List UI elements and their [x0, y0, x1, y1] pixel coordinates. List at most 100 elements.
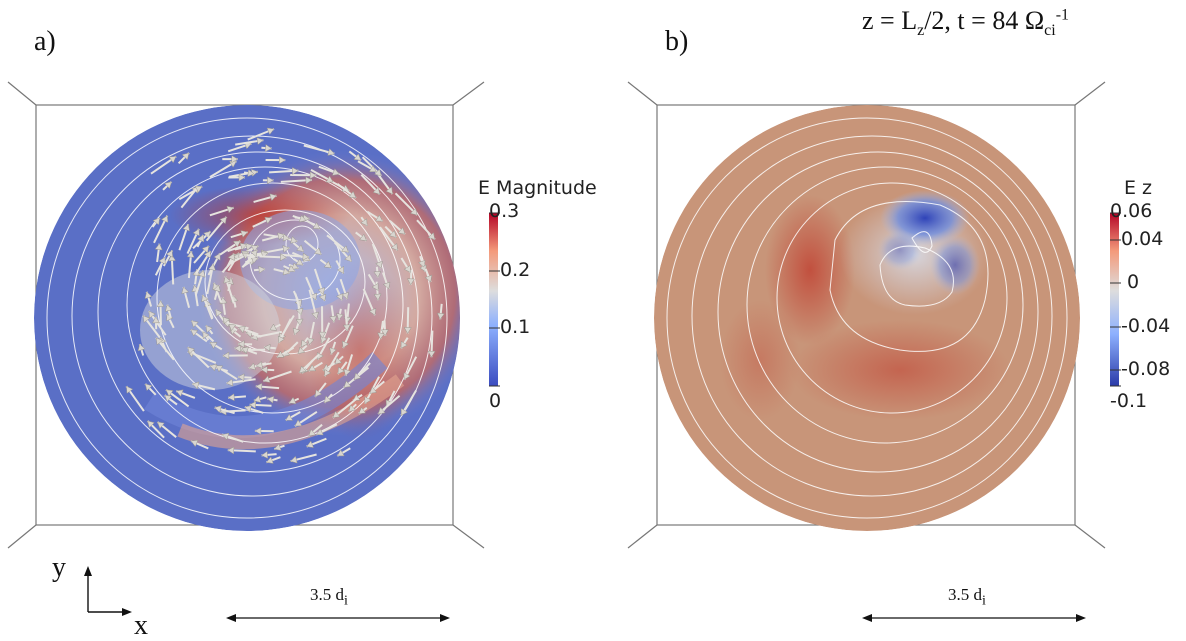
- colorbar-a-tick: 0.2: [500, 259, 531, 281]
- field-arrow-head: [144, 291, 153, 299]
- field-arrow-head: [343, 368, 352, 377]
- field-arrow-head: [342, 324, 351, 332]
- field-arrow-head: [215, 309, 223, 317]
- field-arrow-head: [318, 331, 327, 339]
- field-arrow-head: [269, 323, 278, 331]
- field-arrow-head: [334, 357, 343, 365]
- field-arrow-head: [191, 320, 199, 328]
- colorbar-b-tick: 0.04: [1121, 228, 1164, 250]
- field-arrow-head: [241, 346, 249, 354]
- field-arrow-head: [267, 176, 274, 185]
- field-arrow-head: [314, 247, 322, 255]
- field-arrow-head: [202, 331, 210, 340]
- field-arrow-head: [227, 393, 235, 402]
- field-arrow-head: [343, 380, 352, 388]
- field-arrow-head: [147, 420, 155, 429]
- field-arrow-head: [358, 406, 367, 414]
- field-arrow-head: [314, 389, 323, 398]
- field-arrow-head: [186, 250, 195, 258]
- field-arrow-head: [285, 413, 294, 421]
- field-arrow-head: [375, 260, 383, 269]
- field-arrow-head: [324, 368, 332, 377]
- panel-b-contours: [666, 117, 1068, 519]
- field-arrow-head: [205, 325, 213, 333]
- field-arrow-head: [142, 315, 151, 323]
- panel-b-field-disk: [654, 105, 1080, 531]
- field-arrow-head: [403, 265, 411, 273]
- field-arrow-head: [301, 339, 309, 348]
- colorbar-b-tick: -0.04: [1121, 315, 1171, 337]
- field-arrow-head: [348, 190, 357, 199]
- field-arrow-head: [244, 405, 252, 413]
- field-arrow-head: [312, 222, 321, 229]
- colorbar-b-tick: -0.08: [1121, 358, 1171, 380]
- axis-y-label: y: [52, 552, 66, 583]
- field-arrow-head: [240, 230, 249, 238]
- field-arrow-head: [196, 234, 205, 243]
- field-arrow-head: [360, 218, 368, 227]
- field-arrow-head: [237, 373, 245, 382]
- field-arrow-head: [282, 233, 290, 242]
- field-arrow-head: [282, 245, 290, 253]
- field-arrow-head: [403, 372, 411, 381]
- panel-a-field-arrows: [125, 127, 445, 464]
- field-arrow-head: [309, 292, 318, 301]
- field-arrow-head: [237, 340, 245, 349]
- field-arrow-head: [157, 421, 165, 429]
- field-arrow-head: [165, 304, 173, 312]
- field-arrow-head: [175, 389, 184, 397]
- field-arrow-head: [308, 364, 317, 372]
- field-arrow-head: [290, 455, 298, 464]
- field-arrow-head: [280, 253, 287, 262]
- field-arrow-head: [332, 168, 340, 176]
- field-arrow-head: [380, 329, 389, 337]
- field-arrow-head: [407, 278, 415, 286]
- field-arrow-head: [299, 365, 307, 374]
- field-arrow-head: [385, 186, 393, 195]
- field-arrow-head: [255, 361, 263, 369]
- scale-bar-b-label: 3.5 di: [948, 585, 986, 609]
- field-arrow-head: [201, 294, 209, 303]
- field-arrow-head: [311, 311, 319, 320]
- axis-x-label: x: [134, 610, 148, 641]
- colorbar-b-tick: 0.06: [1110, 200, 1153, 222]
- field-arrow-head: [160, 215, 169, 223]
- field-arrow-head: [249, 401, 257, 409]
- field-arrow-head: [427, 232, 436, 240]
- field-arrow-head: [341, 291, 349, 300]
- field-arrow-head: [265, 144, 273, 152]
- field-arrow-head: [266, 127, 275, 135]
- field-arrow-head: [222, 351, 230, 360]
- field-arrow-head: [227, 253, 235, 261]
- panel-b-label: b): [665, 26, 689, 57]
- field-arrow-head: [182, 223, 190, 232]
- field-arrow-head: [226, 205, 235, 214]
- field-arrow-head: [248, 362, 256, 371]
- field-arrow-head: [296, 244, 304, 252]
- field-arrow-head: [295, 258, 304, 266]
- field-arrow-head: [403, 327, 412, 334]
- field-arrow-head: [325, 175, 334, 183]
- field-arrow-head: [342, 340, 350, 349]
- field-arrow-head: [427, 350, 436, 358]
- field-arrow-head: [247, 169, 255, 177]
- field-arrow-head: [374, 168, 382, 177]
- field-arrow-head: [315, 428, 324, 436]
- field-arrow-head: [194, 186, 203, 193]
- field-arrow-head: [368, 165, 377, 172]
- field-arrow-head: [168, 156, 177, 164]
- field-arrow-head: [262, 375, 271, 383]
- field-arrow-head: [148, 310, 156, 319]
- field-arrow-head: [291, 262, 299, 270]
- field-arrow-head: [137, 343, 146, 352]
- field-arrow-head: [389, 230, 397, 238]
- field-arrow-head: [306, 337, 315, 346]
- field-arrow-head: [126, 385, 134, 394]
- field-arrow-head: [371, 282, 379, 291]
- field-arrow-head: [165, 249, 173, 258]
- field-arrow-head: [232, 240, 241, 248]
- field-arrow-head: [156, 300, 165, 307]
- time-label: z = Lz/2, t = 84 Ωci-1: [862, 6, 1070, 40]
- field-arrow-head: [353, 372, 362, 381]
- field-arrow-head: [418, 259, 426, 268]
